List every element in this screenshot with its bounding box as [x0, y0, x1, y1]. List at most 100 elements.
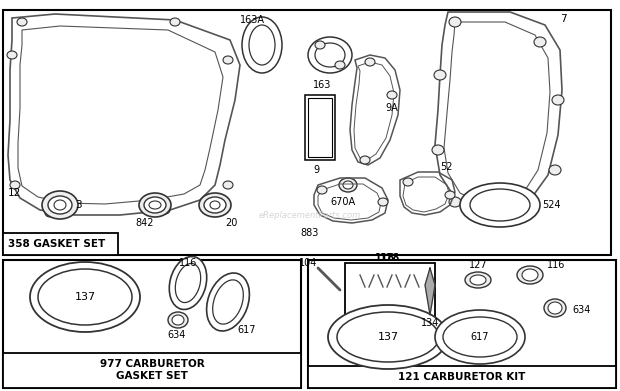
Ellipse shape: [10, 181, 20, 189]
Ellipse shape: [434, 70, 446, 80]
Ellipse shape: [45, 209, 55, 217]
Bar: [3, 233, 118, 255]
Text: 670A: 670A: [330, 197, 355, 207]
Text: 52: 52: [440, 162, 453, 172]
Ellipse shape: [206, 273, 249, 331]
Ellipse shape: [144, 197, 166, 213]
Text: 134: 134: [421, 318, 439, 328]
Text: 842: 842: [135, 218, 154, 228]
Ellipse shape: [242, 17, 282, 73]
Ellipse shape: [328, 305, 448, 369]
Ellipse shape: [223, 181, 233, 189]
Bar: [3, 353, 301, 388]
Ellipse shape: [443, 317, 517, 357]
Ellipse shape: [449, 17, 461, 27]
Ellipse shape: [199, 193, 231, 217]
Text: 634: 634: [572, 305, 590, 315]
Ellipse shape: [544, 299, 566, 317]
Ellipse shape: [470, 189, 530, 221]
Ellipse shape: [360, 156, 370, 164]
Ellipse shape: [204, 197, 226, 213]
Text: 617: 617: [471, 332, 489, 342]
Ellipse shape: [335, 61, 345, 69]
Ellipse shape: [139, 193, 171, 217]
Ellipse shape: [308, 37, 352, 73]
Text: 121 CARBURETOR KIT: 121 CARBURETOR KIT: [398, 372, 526, 382]
Bar: [308, 366, 616, 388]
Ellipse shape: [168, 312, 188, 328]
Ellipse shape: [465, 272, 491, 288]
Text: 127: 127: [469, 260, 487, 270]
Text: 358 GASKET SET: 358 GASKET SET: [8, 239, 105, 249]
Ellipse shape: [7, 51, 17, 59]
Bar: [3, 260, 301, 388]
Text: 137: 137: [378, 332, 399, 342]
Ellipse shape: [210, 201, 220, 209]
Text: 3: 3: [75, 200, 82, 210]
Bar: [345, 263, 435, 321]
Text: 7: 7: [560, 14, 567, 24]
Ellipse shape: [499, 202, 511, 212]
Bar: [308, 98, 332, 157]
Ellipse shape: [249, 25, 275, 65]
Ellipse shape: [403, 178, 413, 186]
Text: 20: 20: [225, 218, 237, 228]
Ellipse shape: [30, 262, 140, 332]
Ellipse shape: [365, 58, 375, 66]
Ellipse shape: [315, 43, 345, 67]
Text: 118: 118: [380, 253, 400, 263]
Ellipse shape: [54, 200, 66, 210]
Text: 883: 883: [301, 228, 319, 238]
Ellipse shape: [175, 264, 201, 303]
Ellipse shape: [343, 181, 353, 189]
Ellipse shape: [38, 269, 132, 325]
Ellipse shape: [149, 201, 161, 209]
Text: 137: 137: [74, 292, 95, 302]
Text: 617: 617: [237, 325, 255, 335]
Ellipse shape: [549, 165, 561, 175]
Text: 12: 12: [8, 188, 21, 198]
Ellipse shape: [548, 302, 562, 314]
Ellipse shape: [435, 310, 525, 364]
Text: 104: 104: [299, 258, 317, 268]
Text: 116: 116: [547, 260, 565, 270]
Ellipse shape: [317, 186, 327, 194]
Ellipse shape: [449, 197, 461, 207]
Text: 116: 116: [179, 258, 197, 268]
Ellipse shape: [170, 18, 180, 26]
Ellipse shape: [387, 91, 397, 99]
Bar: [305, 95, 335, 160]
Bar: [3, 10, 611, 255]
Ellipse shape: [172, 315, 184, 325]
Ellipse shape: [445, 191, 455, 199]
Ellipse shape: [552, 95, 564, 105]
Ellipse shape: [48, 196, 72, 214]
Ellipse shape: [169, 256, 206, 310]
Text: 9: 9: [313, 165, 319, 175]
Ellipse shape: [337, 312, 439, 362]
Ellipse shape: [160, 206, 170, 214]
Ellipse shape: [517, 266, 543, 284]
Ellipse shape: [470, 275, 486, 285]
Ellipse shape: [378, 198, 388, 206]
Bar: [308, 260, 616, 388]
Text: 118: 118: [375, 253, 395, 263]
Ellipse shape: [315, 41, 325, 49]
Ellipse shape: [223, 56, 233, 64]
Ellipse shape: [17, 18, 27, 26]
Ellipse shape: [42, 191, 78, 219]
Polygon shape: [425, 268, 435, 315]
Text: 163: 163: [313, 80, 331, 90]
Text: 634: 634: [167, 330, 185, 340]
Text: 977 CARBURETOR
GASKET SET: 977 CARBURETOR GASKET SET: [100, 359, 205, 381]
Text: 524: 524: [542, 200, 560, 210]
Ellipse shape: [460, 183, 540, 227]
Ellipse shape: [522, 269, 538, 281]
Text: 9A: 9A: [385, 103, 398, 113]
Ellipse shape: [213, 280, 243, 324]
Text: eReplacementParts.com: eReplacementParts.com: [259, 210, 361, 219]
Ellipse shape: [432, 145, 444, 155]
Text: 163A: 163A: [240, 15, 265, 25]
Ellipse shape: [534, 37, 546, 47]
Ellipse shape: [339, 178, 357, 192]
